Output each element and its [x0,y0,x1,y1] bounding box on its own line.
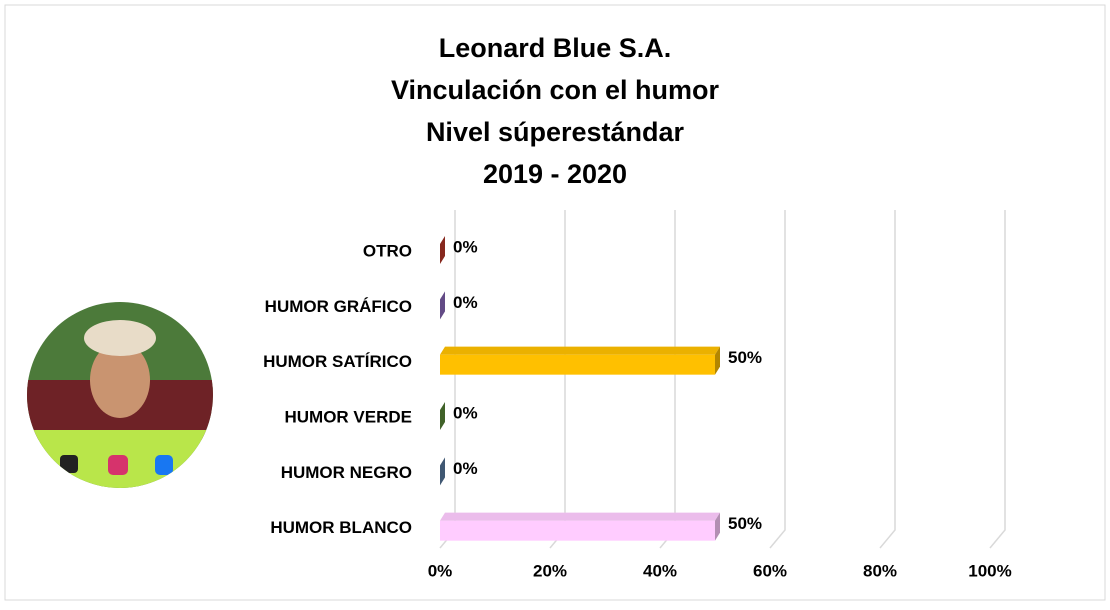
data-label: 0% [453,459,478,478]
y-tick-label: OTRO [363,241,412,260]
x-tick-label: 80% [863,561,897,580]
y-tick-label: HUMOR BLANCO [270,518,412,537]
data-label: 50% [728,348,762,367]
y-tick-label: HUMOR GRÁFICO [265,297,412,316]
data-label: 0% [453,237,478,256]
chart: Leonard Blue S.A. Vinculación con el humo… [0,0,1110,605]
x-tick-label: 40% [643,561,677,580]
y-tick-label: HUMOR SATÍRICO [263,352,412,371]
bar [440,513,720,541]
chart-title: Vinculación con el humor [391,75,720,105]
x-tick-label: 20% [533,561,567,580]
y-tick-label: HUMOR VERDE [284,407,412,426]
data-label: 50% [728,514,762,533]
data-label: 0% [453,403,478,422]
data-label: 0% [453,293,478,312]
x-tick-label: 0% [428,561,453,580]
chart-title: Nivel súperestándar [426,117,685,147]
bar [440,347,720,375]
chart-title: 2019 - 2020 [483,159,627,189]
y-tick-label: HUMOR NEGRO [281,463,412,482]
x-tick-label: 60% [753,561,787,580]
x-tick-label: 100% [968,561,1011,580]
chart-title: Leonard Blue S.A. [439,33,672,63]
